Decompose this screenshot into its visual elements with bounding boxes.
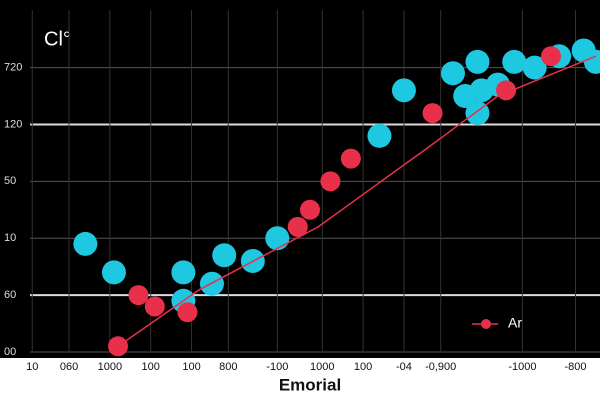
x-tick-label: 10 (26, 361, 38, 373)
data-point (340, 148, 361, 169)
x-tick-label: 1000 (98, 361, 122, 373)
data-point (496, 80, 517, 101)
x-tick-label: -04 (396, 361, 412, 373)
y-tick-label: 720 (4, 61, 22, 73)
data-point (144, 296, 165, 317)
x-tick-label: -0,900 (425, 361, 456, 373)
x-tick-label: 100 (182, 361, 200, 373)
data-point (465, 49, 490, 74)
x-tick-label: -100 (266, 361, 288, 373)
data-point (212, 243, 237, 268)
data-point (583, 49, 600, 74)
x-tick-label: -1000 (508, 361, 536, 373)
data-point (300, 199, 320, 220)
data-point (502, 49, 527, 74)
x-tick-label: 800 (219, 361, 237, 373)
x-tick-label: 1000 (310, 361, 334, 373)
x-tick-label: 100 (354, 361, 372, 373)
data-point (128, 285, 149, 306)
data-point (73, 231, 98, 256)
data-point (287, 216, 308, 237)
data-point (422, 103, 443, 124)
y-tick-label: 120 (4, 118, 22, 130)
data-point (108, 336, 129, 357)
y-tick-label: 60 (4, 289, 16, 301)
data-point (265, 226, 290, 251)
data-point (367, 123, 392, 148)
y-tick-label: 50 (4, 175, 16, 187)
legend-label: Ar (508, 315, 522, 331)
x-tick-label: -800 (564, 361, 586, 373)
data-point (101, 260, 126, 285)
y-tick-label: 00 (4, 346, 16, 358)
plot-background (0, 0, 600, 358)
x-tick-label: 100 (142, 361, 160, 373)
data-point (440, 61, 465, 86)
data-point (391, 78, 416, 103)
y-tick-label: 10 (4, 232, 16, 244)
data-point (522, 55, 547, 80)
legend-swatch (481, 319, 491, 329)
data-point (540, 46, 561, 67)
x-axis-label: Emorial (279, 375, 341, 394)
x-tick-label: 060 (60, 361, 78, 373)
chart-title: Cl° (44, 28, 71, 50)
data-point (171, 260, 196, 285)
data-point (320, 171, 341, 192)
data-point (177, 302, 198, 323)
